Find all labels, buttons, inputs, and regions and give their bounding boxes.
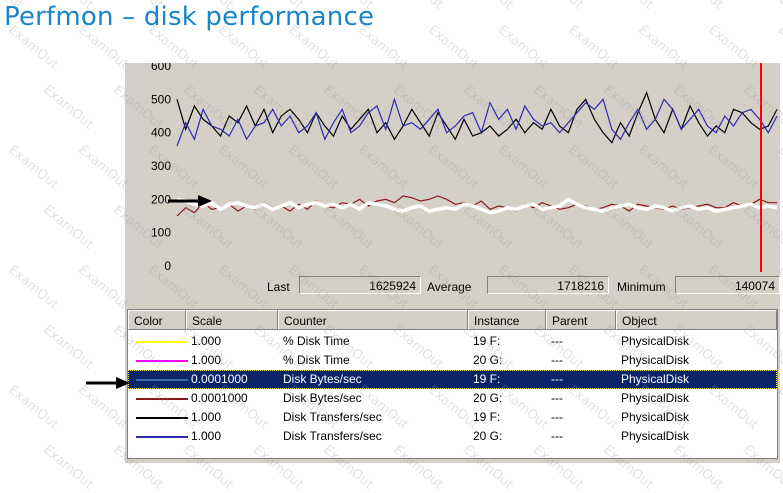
color-swatch (136, 360, 188, 362)
cell-object: PhysicalDisk (621, 353, 690, 367)
y-tick-label: 400 (151, 126, 171, 140)
cell-instance: 20 G: (473, 353, 503, 367)
cell-counter: Disk Bytes/sec (283, 391, 362, 405)
y-tick-label: 600 (151, 63, 171, 73)
header-scale[interactable]: Scale (186, 310, 278, 330)
watermark-text: ExamOut (461, 0, 517, 13)
plot-area (177, 66, 777, 266)
y-tick-label: 200 (151, 192, 171, 206)
header-object[interactable]: Object (616, 310, 777, 330)
watermark-text: ExamOut (741, 0, 783, 13)
minimum-value: 140074 (675, 276, 780, 294)
cell-parent: --- (551, 372, 563, 386)
watermark-text: ExamOut (391, 0, 447, 13)
cell-scale: 0.0001000 (191, 391, 248, 405)
header-color[interactable]: Color (128, 310, 186, 330)
cell-instance: 19 F: (473, 334, 501, 348)
cell-object: PhysicalDisk (621, 334, 690, 348)
cell-scale: 1.000 (191, 353, 222, 367)
header-parent[interactable]: Parent (546, 310, 616, 330)
watermark-text: ExamOut (75, 142, 132, 193)
color-swatch (136, 398, 188, 400)
y-tick-label: 100 (151, 226, 171, 240)
header-counter[interactable]: Counter (278, 310, 468, 330)
cell-scale: 1.000 (191, 334, 222, 348)
cell-instance: 19 F: (473, 372, 501, 386)
cell-scale: 1.000 (191, 429, 222, 443)
cell-instance: 20 G: (473, 429, 503, 443)
series-line-3 (176, 197, 778, 215)
cell-counter: Disk Bytes/sec (283, 372, 362, 386)
watermark-text: ExamOut (40, 322, 97, 373)
arrow-graph-icon (168, 195, 212, 207)
last-value: 1625924 (299, 276, 421, 294)
slide-title: Perfmon – disk performance (4, 2, 375, 32)
y-tick-label: 500 (151, 92, 171, 106)
watermark-text: ExamOut (75, 262, 132, 313)
cell-counter: Disk Transfers/sec (283, 410, 382, 424)
header-instance[interactable]: Instance (468, 310, 546, 330)
cell-instance: 20 G: (473, 391, 503, 405)
watermark-text: ExamOut (5, 382, 62, 433)
cell-parent: --- (551, 353, 563, 367)
table-row[interactable]: 1.000 % Disk Time 20 G: --- PhysicalDisk (128, 351, 777, 370)
cell-counter: % Disk Time (283, 353, 350, 367)
cell-scale: 1.000 (191, 410, 222, 424)
color-swatch (136, 417, 188, 419)
cell-counter: Disk Transfers/sec (283, 429, 382, 443)
perf-chart: 600 500 400 300 200 100 0 (151, 63, 778, 272)
arrow-row-icon (86, 377, 130, 389)
cell-parent: --- (551, 334, 563, 348)
watermark-text: ExamOut (40, 82, 97, 133)
table-row[interactable]: 0.0001000 Disk Bytes/sec 20 G: --- PhysicalD… (128, 389, 777, 408)
cell-object: PhysicalDisk (621, 410, 690, 424)
watermark-text: ExamOut (5, 142, 62, 193)
table-header: Color Scale Counter Instance Parent Obje… (128, 310, 777, 330)
counter-table: Color Scale Counter Instance Parent Obje… (127, 309, 778, 459)
cell-parent: --- (551, 429, 563, 443)
y-tick-label: 0 (164, 259, 171, 272)
series-line-1 (176, 97, 778, 147)
stats-bar: Last 1625924 Average 1718216 Minimum 140… (125, 272, 780, 302)
color-swatch (136, 341, 188, 343)
last-label: Last (267, 280, 290, 294)
cell-counter: % Disk Time (283, 334, 350, 348)
watermark-text: ExamOut (40, 202, 97, 253)
watermark-text: ExamOut (531, 0, 587, 13)
minimum-label: Minimum (617, 280, 666, 294)
watermark-text: ExamOut (5, 262, 62, 313)
color-swatch (136, 436, 188, 438)
perfmon-window: 600 500 400 300 200 100 0 Last 1625924 Average… (125, 63, 780, 463)
table-row[interactable]: 1.000 % Disk Time 19 F: --- PhysicalDisk (128, 332, 777, 351)
table-row[interactable]: 1.000 Disk Transfers/sec 20 G: --- PhysicalD… (128, 427, 777, 446)
watermark-text: ExamOut (601, 0, 657, 13)
cell-instance: 19 F: (473, 410, 501, 424)
watermark-text: ExamOut (671, 0, 727, 13)
cell-object: PhysicalDisk (621, 429, 690, 443)
cell-scale: 0.0001000 (191, 372, 248, 386)
cell-parent: --- (551, 410, 563, 424)
table-row[interactable]: 0.0001000 Disk Bytes/sec 19 F: --- PhysicalD… (128, 370, 777, 389)
average-value: 1718216 (487, 276, 609, 294)
cell-parent: --- (551, 391, 563, 405)
cell-object: PhysicalDisk (621, 391, 690, 405)
cell-object: PhysicalDisk (621, 372, 690, 386)
table-row[interactable]: 1.000 Disk Transfers/sec 19 F: --- PhysicalD… (128, 408, 777, 427)
color-swatch (136, 379, 188, 381)
watermark-text: ExamOut (75, 382, 132, 433)
y-tick-label: 300 (151, 159, 171, 173)
watermark-text: ExamOut (40, 442, 97, 493)
average-label: Average (427, 280, 472, 294)
